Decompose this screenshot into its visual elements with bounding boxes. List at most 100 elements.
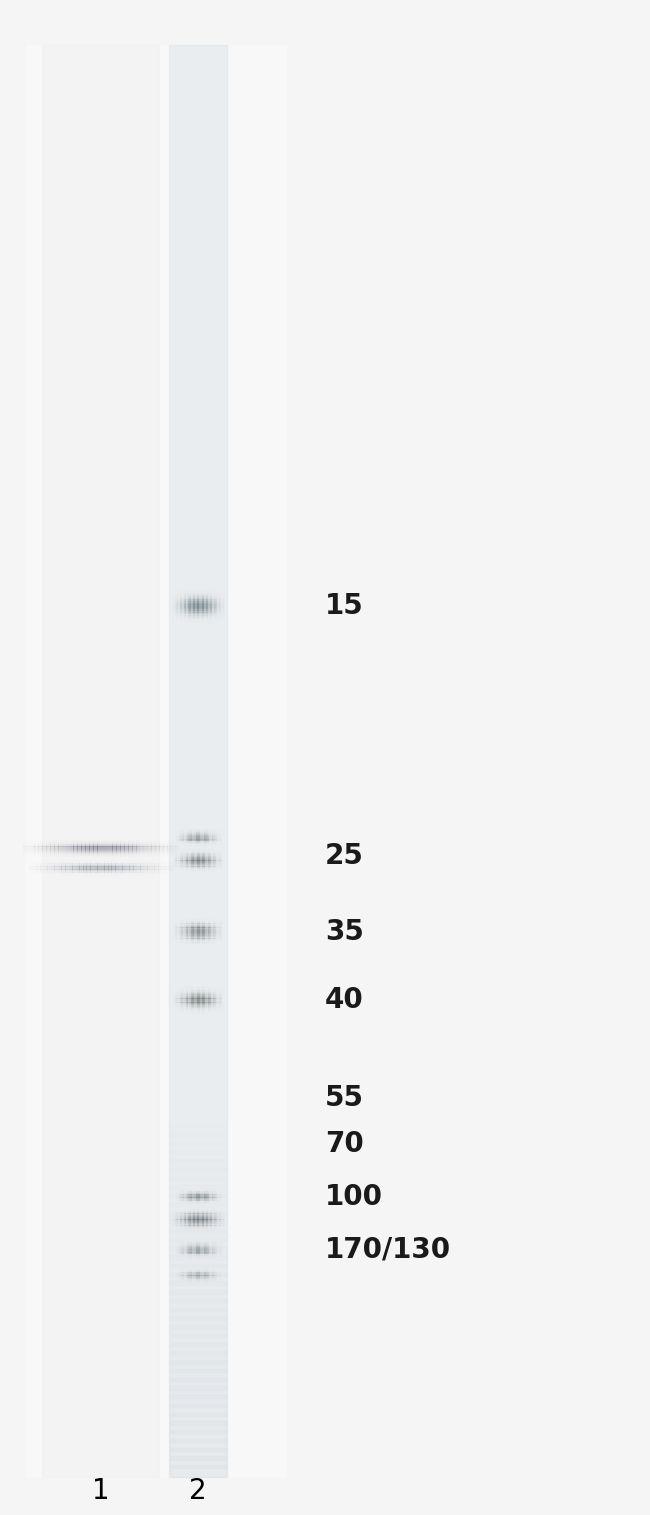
Bar	[190, 933, 192, 935]
Bar	[215, 618, 217, 620]
Bar	[209, 606, 211, 608]
Bar	[177, 988, 179, 989]
Bar	[207, 1000, 209, 1001]
Bar	[220, 918, 222, 920]
Bar	[176, 595, 178, 598]
Bar	[181, 944, 183, 945]
Bar	[212, 997, 214, 998]
Bar	[222, 986, 224, 988]
Bar	[176, 997, 178, 998]
Bar	[179, 617, 181, 618]
Bar	[205, 609, 207, 611]
Bar	[200, 603, 201, 604]
Bar	[213, 600, 214, 601]
Bar	[222, 1006, 224, 1007]
Bar	[222, 609, 224, 611]
Bar	[213, 595, 214, 598]
Bar	[209, 988, 211, 989]
Bar	[218, 1000, 220, 1001]
Bar	[219, 991, 221, 994]
Bar	[175, 604, 177, 606]
Bar	[170, 1439, 226, 1451]
Bar	[219, 618, 221, 620]
Bar	[175, 595, 177, 598]
Bar	[193, 591, 195, 592]
Bar	[208, 1006, 210, 1007]
Bar	[202, 929, 204, 930]
Bar	[174, 594, 176, 595]
Bar	[215, 604, 217, 606]
Bar	[201, 929, 203, 930]
Bar	[172, 604, 174, 606]
Bar	[180, 612, 182, 615]
Bar	[175, 597, 177, 600]
Bar	[175, 941, 177, 942]
Bar	[216, 1003, 218, 1004]
Bar	[194, 618, 196, 620]
Bar	[202, 609, 204, 611]
Bar	[197, 944, 199, 945]
Bar	[188, 595, 190, 598]
Bar	[194, 944, 195, 945]
Bar	[189, 612, 191, 615]
Bar	[219, 620, 221, 621]
Bar	[207, 991, 209, 992]
Bar	[188, 608, 190, 609]
Bar	[175, 601, 177, 603]
Bar	[200, 936, 201, 938]
Bar	[222, 600, 224, 601]
Bar	[181, 594, 183, 595]
Bar	[185, 986, 187, 988]
Bar	[203, 597, 205, 600]
Bar	[215, 1009, 217, 1011]
Bar	[185, 923, 187, 924]
Bar	[215, 933, 217, 935]
Bar	[204, 944, 206, 945]
Bar	[218, 1004, 220, 1006]
Bar	[204, 918, 206, 920]
Bar	[174, 601, 176, 603]
Bar	[187, 920, 189, 921]
Bar	[205, 994, 207, 995]
Bar	[180, 936, 182, 938]
Bar	[214, 997, 216, 998]
Bar	[196, 604, 198, 606]
Bar	[196, 997, 198, 998]
Bar	[174, 1007, 176, 1009]
Bar	[188, 938, 190, 939]
Bar	[181, 920, 183, 921]
Bar	[210, 595, 212, 598]
Bar	[188, 611, 190, 612]
Bar	[204, 1000, 206, 1001]
Bar	[183, 600, 185, 601]
Text: 170/130: 170/130	[325, 1236, 451, 1264]
Bar	[172, 620, 174, 621]
Bar	[216, 918, 218, 920]
Bar	[222, 614, 224, 617]
Bar	[219, 1000, 221, 1001]
Bar	[211, 920, 213, 921]
Bar	[180, 608, 182, 609]
Bar	[181, 1003, 183, 1004]
Bar	[214, 589, 216, 591]
Bar	[170, 1370, 226, 1382]
Bar	[219, 926, 221, 927]
Bar	[180, 589, 182, 591]
Bar	[208, 991, 210, 992]
Bar	[175, 1012, 177, 1014]
Bar	[198, 600, 200, 601]
Bar	[205, 606, 207, 608]
Bar	[215, 944, 217, 945]
Bar	[203, 992, 205, 994]
Bar	[198, 1003, 200, 1004]
Bar	[207, 995, 209, 997]
Text: 2: 2	[189, 1477, 207, 1504]
Bar	[191, 921, 193, 923]
Bar	[174, 1006, 176, 1007]
Bar	[172, 614, 174, 617]
Bar	[207, 600, 209, 601]
Bar	[194, 1000, 196, 1001]
Bar	[216, 941, 218, 942]
Bar	[201, 601, 203, 603]
Bar	[210, 601, 212, 603]
